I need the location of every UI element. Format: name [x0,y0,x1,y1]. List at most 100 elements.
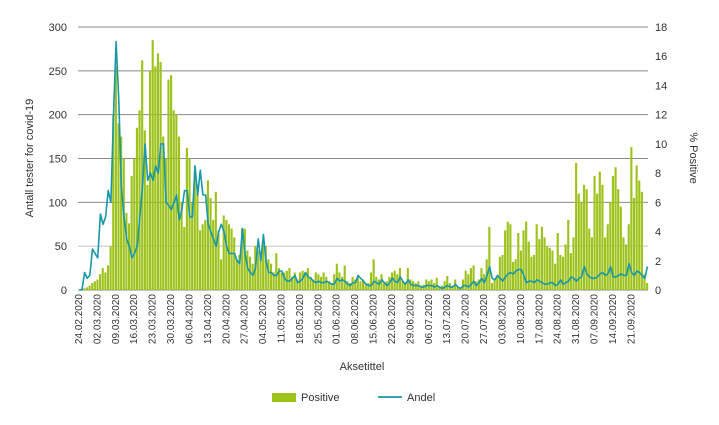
positive-bar [193,171,196,290]
legend-positive-swatch [272,393,296,402]
positive-bar [348,282,352,290]
x-tick-label: 07.09.2020 [589,294,600,344]
positive-bar [127,223,131,290]
right-y-tick-label: 18 [655,22,667,34]
x-tick-label: 13.04.2020 [203,294,214,344]
positive-bar [114,66,117,290]
positive-bar [304,272,307,290]
x-tick-label: 04.05.2020 [258,294,269,344]
left-y-tick-label: 200 [49,110,67,122]
positive-bar [269,263,273,290]
positive-bar [93,281,96,290]
positive-bar [425,279,428,290]
positive-bar [551,250,554,290]
positive-bar [538,239,541,290]
positive-bar [99,274,102,290]
positive-bar [611,176,615,290]
left-y-tick-label: 100 [49,197,67,209]
x-tick-label: 24.02.2020 [74,294,85,344]
x-tick-label: 27.04.2020 [240,294,251,344]
positive-bar [327,281,330,290]
positive-bar [122,158,125,290]
positive-bar [185,147,188,290]
positive-bar [275,253,278,290]
positive-bar [525,221,528,290]
positive-bar [191,202,194,290]
positive-bar [288,268,291,290]
positive-bar [312,279,315,290]
positive-bar [404,282,407,290]
positive-bar [548,247,551,290]
positive-bar [293,272,296,290]
positive-bar [243,228,246,290]
positive-bar [343,265,346,290]
positive-bar [143,130,146,290]
positive-bar [112,114,115,291]
positive-bar [630,147,633,290]
positive-bar [509,224,512,290]
positive-bar [364,284,367,290]
positive-bar [272,272,275,290]
positive-bar [362,279,365,290]
positive-bar [543,237,546,290]
positive-bar [233,237,236,290]
positive-bar [496,276,499,290]
x-tick-label: 10.08.2020 [516,294,527,344]
positive-bar [246,250,249,290]
x-tick-label: 27.07.2020 [479,294,490,344]
positive-bar [367,282,370,290]
positive-bar [135,127,138,290]
positive-bar [322,272,325,290]
positive-bar [638,180,641,290]
positive-bar [601,184,604,290]
right-y-tick-label: 8 [655,168,661,180]
x-tick-label: 21.09.2020 [626,294,637,344]
positive-bar [227,224,231,290]
left-y-tick-label: 150 [49,154,67,166]
positive-bar [341,276,344,290]
x-axis-title: Aksetittel [340,361,385,373]
right-y-tick-label: 6 [655,197,661,209]
right-y-ticks: 0 2 4 6 8 10 12 14 16 18 [655,22,667,297]
x-tick-label: 17.08.2020 [534,294,545,344]
positive-bar [146,184,149,290]
positive-bar [627,224,630,290]
positive-bar [501,254,504,290]
x-tick-label: 20.07.2020 [461,294,472,344]
positive-bar [564,244,567,290]
left-y-tick-label: 0 [61,285,67,297]
right-y-tick-label: 10 [655,139,667,151]
positive-bar [488,226,491,290]
right-y-tick-label: 0 [655,285,661,297]
legend-andel-label: Andel [407,392,435,404]
positive-bar [490,282,494,290]
positive-bar [333,274,336,290]
positive-bar [235,259,238,290]
positive-bar [588,228,591,290]
left-y-ticks: 0 50 100 150 200 250 300 [49,22,67,297]
positive-bar [438,286,441,290]
positive-bar [209,197,212,290]
left-y-tick-label: 250 [49,66,67,78]
positive-bar [241,228,244,290]
positive-bar [609,202,612,290]
positive-bar [256,250,259,290]
positive-bar [511,261,515,290]
positive-bar [130,176,133,290]
positive-bar [91,282,94,290]
positive-bar [149,70,152,290]
positive-bar [154,66,157,290]
legend-positive-label: Positive [301,392,340,404]
positive-bar [596,193,599,290]
positive-bar [554,263,557,290]
positive-bar [83,288,86,290]
positive-bar [406,268,409,290]
x-tick-label: 06.04.2020 [184,294,195,344]
x-tick-label: 30.03.2020 [166,294,177,344]
positive-bar [346,281,349,290]
positive-bar [401,281,404,290]
positive-bar [585,189,588,290]
positive-bar [262,241,265,290]
